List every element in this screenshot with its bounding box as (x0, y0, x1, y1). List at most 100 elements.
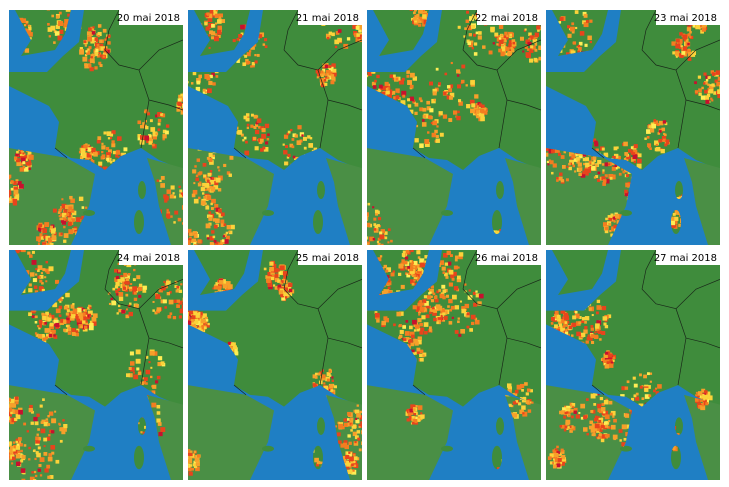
precip-cell (623, 437, 627, 441)
precip-cell (690, 35, 694, 40)
precip-cell (99, 39, 103, 43)
precip-cell (91, 147, 96, 153)
precip-cell (191, 193, 196, 198)
precip-cell (568, 166, 572, 171)
precip-cell (340, 443, 345, 448)
precip-cell (711, 83, 715, 87)
precip-cell (254, 146, 259, 151)
date-label-box (477, 10, 541, 25)
precip-cell (432, 88, 437, 94)
precip-cell (612, 359, 615, 362)
precip-cell (441, 266, 446, 271)
precip-cell (75, 315, 79, 320)
precip-cell (91, 316, 97, 322)
precip-cell (411, 418, 415, 422)
precip-cell (106, 49, 110, 53)
precip-cell (601, 163, 605, 166)
precip-cell (46, 436, 51, 441)
precip-cell (86, 31, 92, 36)
precip-cell (226, 224, 231, 230)
precip-cell (288, 282, 293, 287)
precip-cell (589, 40, 592, 44)
precip-cell (163, 280, 166, 283)
precip-cell (413, 3, 416, 6)
precip-cell (145, 382, 148, 385)
precip-cell (612, 434, 618, 440)
precip-cell (589, 420, 594, 425)
precip-cell (380, 229, 385, 234)
precip-cell (79, 47, 83, 51)
precip-cell (694, 398, 699, 402)
precip-cell (87, 48, 90, 51)
precip-cell (24, 48, 30, 53)
precip-cell (280, 294, 284, 298)
precip-cell (546, 105, 547, 109)
precip-cell (401, 253, 406, 257)
precip-cell (37, 265, 43, 270)
precip-cell (188, 320, 189, 324)
precip-cell (594, 331, 597, 334)
precip-cell (418, 10, 423, 14)
precip-cell (244, 54, 248, 58)
precip-cell (352, 431, 358, 437)
precip-cell (71, 331, 77, 336)
precip-cell (206, 195, 212, 200)
precip-cell (411, 274, 415, 277)
map-panel (9, 10, 183, 245)
precip-cell (258, 34, 263, 39)
precip-cell (55, 459, 60, 464)
precip-cell (713, 91, 717, 95)
precip-cell (600, 424, 605, 429)
precip-cell (612, 216, 616, 220)
precip-cell (240, 32, 244, 36)
precip-cell (106, 152, 111, 158)
precip-cell (654, 387, 658, 390)
precip-cell (106, 157, 110, 161)
precip-cell (101, 154, 106, 159)
precip-cell (45, 235, 51, 241)
precip-cell (4, 401, 8, 405)
precip-cell (345, 454, 350, 460)
precip-cell (286, 132, 290, 136)
precip-cell (260, 148, 264, 152)
precip-cell (522, 411, 528, 417)
precip-cell (390, 272, 395, 277)
precip-cell (304, 483, 309, 487)
precip-cell (223, 233, 228, 238)
precip-cell (156, 375, 161, 380)
precip-cell (55, 322, 60, 328)
precip-cell (331, 63, 336, 68)
precip-cell (383, 264, 388, 269)
precip-cell (406, 74, 410, 78)
precip-cell (584, 43, 588, 47)
precip-cell (285, 481, 288, 484)
precip-cell (414, 324, 420, 329)
precip-cell (50, 225, 53, 229)
precip-cell (546, 339, 547, 344)
precip-cell (600, 421, 603, 424)
precip-cell (467, 25, 473, 31)
precip-cell (597, 330, 602, 334)
precip-cell (448, 282, 453, 287)
date-label: 25 mai 2018 (296, 253, 359, 264)
precip-cell (570, 406, 573, 409)
precip-cell (38, 224, 43, 228)
precip-cell (18, 440, 21, 443)
precip-cell (112, 159, 116, 162)
precip-cell (627, 170, 631, 175)
precip-cell (72, 308, 78, 313)
precip-cell (139, 124, 144, 129)
precip-cell (530, 401, 533, 404)
precip-cell (284, 161, 288, 166)
precip-cell (597, 159, 602, 165)
precip-cell (355, 419, 360, 424)
precip-cell (176, 299, 181, 303)
precip-cell (34, 290, 39, 294)
precip-cell (449, 84, 454, 89)
precip-cell (364, 38, 367, 41)
precip-cell (291, 138, 295, 141)
precip-cell (526, 48, 530, 51)
precip-cell (250, 65, 253, 68)
precip-cell (364, 225, 366, 227)
precip-cell (419, 258, 425, 264)
